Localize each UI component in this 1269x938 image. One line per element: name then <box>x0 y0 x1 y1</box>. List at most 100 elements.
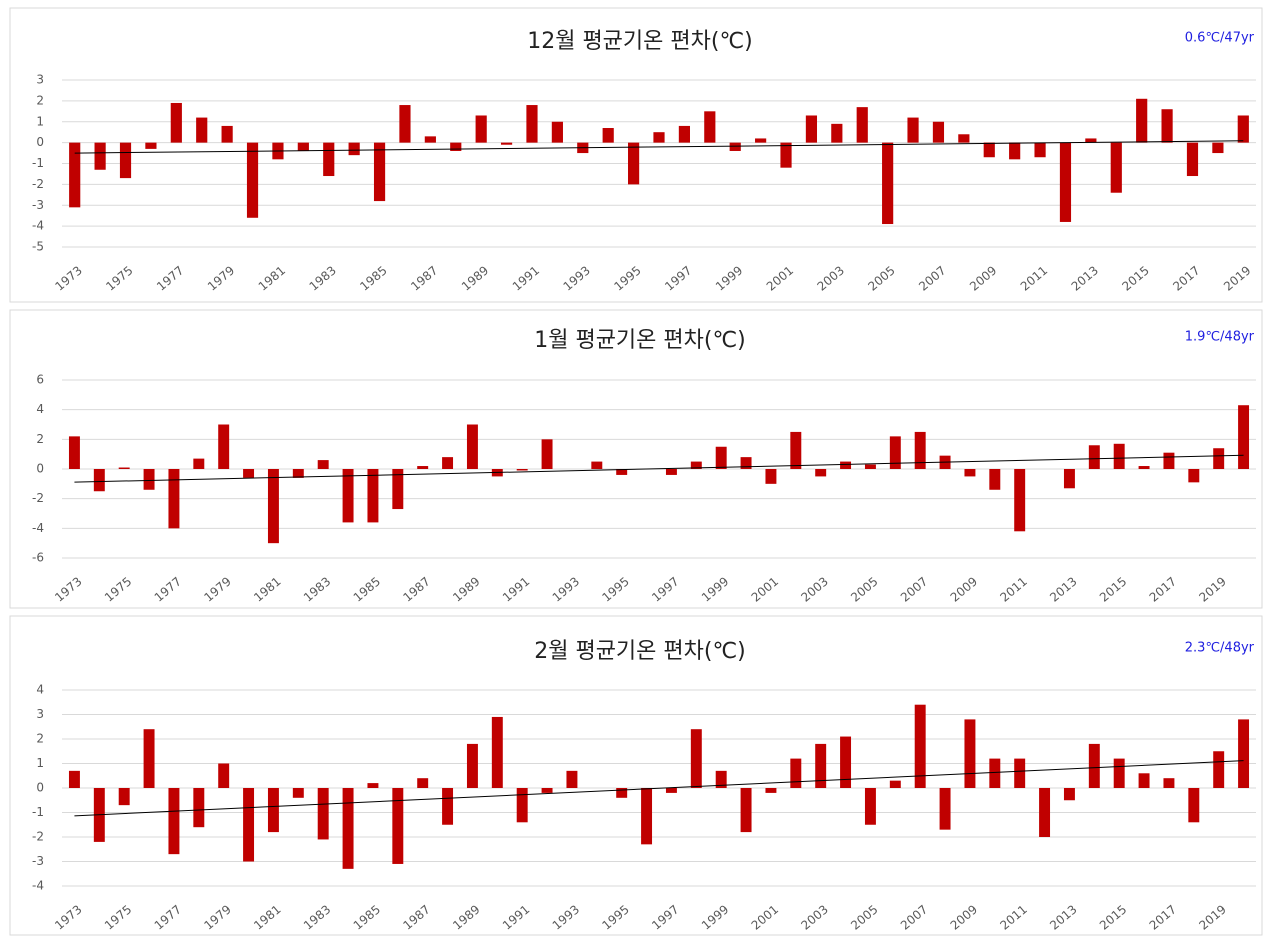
bar <box>1014 469 1026 532</box>
bar <box>1063 788 1075 801</box>
bar <box>1213 751 1225 788</box>
bar <box>765 469 777 484</box>
bar <box>1163 452 1175 469</box>
bar <box>889 436 901 469</box>
bar <box>1238 405 1250 469</box>
bar <box>143 469 155 490</box>
bar <box>628 142 640 185</box>
bar <box>690 461 702 469</box>
y-tick-label: -1 <box>32 156 44 170</box>
bar <box>218 424 230 469</box>
trend-line <box>74 140 1244 154</box>
y-tick-label: 0 <box>36 781 44 795</box>
bar <box>373 142 386 202</box>
y-tick-label: 0 <box>36 462 44 476</box>
y-tick-label: 1 <box>36 756 44 770</box>
bar <box>93 469 105 492</box>
bar <box>840 736 852 788</box>
bar <box>907 117 919 143</box>
bar <box>516 788 528 823</box>
bar <box>1188 469 1200 483</box>
bar <box>417 778 429 788</box>
bar <box>964 469 976 477</box>
y-tick-label: -4 <box>32 219 44 233</box>
bar <box>729 142 741 151</box>
bar <box>246 142 259 218</box>
bar <box>790 431 802 469</box>
bar <box>740 788 752 833</box>
bar <box>740 457 752 469</box>
bar <box>1212 142 1224 154</box>
bar <box>1113 443 1125 469</box>
bar <box>932 121 945 143</box>
bar <box>1110 142 1122 193</box>
bar <box>856 107 868 143</box>
bar <box>815 469 827 477</box>
y-tick-label: -1 <box>32 805 44 819</box>
bar <box>805 115 818 143</box>
bar <box>292 788 304 798</box>
bar <box>1238 719 1250 788</box>
bar <box>417 466 429 469</box>
bar <box>392 469 404 510</box>
bar <box>1014 758 1026 788</box>
bar <box>118 788 130 806</box>
bar <box>914 431 926 469</box>
y-tick-label: -5 <box>32 240 44 254</box>
bar <box>678 125 690 143</box>
bar <box>450 142 462 151</box>
bar <box>566 770 578 788</box>
bar <box>889 780 901 788</box>
bar <box>1063 469 1075 489</box>
bar <box>989 758 1001 788</box>
annotation: 1.9℃/48yr <box>1185 330 1255 345</box>
bar <box>864 788 876 825</box>
bar <box>715 446 727 469</box>
bar <box>704 111 716 143</box>
bar <box>323 142 335 177</box>
bar <box>780 142 792 168</box>
bar <box>392 788 404 864</box>
bar <box>367 469 379 523</box>
bar <box>367 783 379 788</box>
bar <box>1138 466 1150 469</box>
bar <box>292 469 304 478</box>
bar <box>516 469 528 471</box>
bar <box>218 763 230 788</box>
bar <box>840 461 852 469</box>
bar <box>342 788 354 869</box>
bar <box>68 770 80 788</box>
y-tick-label: 0 <box>36 135 44 149</box>
bar <box>1113 758 1125 788</box>
bar <box>616 788 628 798</box>
bar <box>665 788 677 793</box>
bar <box>196 117 208 143</box>
bar <box>1034 142 1046 158</box>
y-tick-label: -2 <box>32 491 44 505</box>
bar <box>1088 445 1100 469</box>
y-tick-label: 3 <box>36 707 44 721</box>
bar <box>989 469 1001 490</box>
bar <box>145 142 157 149</box>
bar <box>500 142 513 145</box>
bar <box>243 788 255 862</box>
bar <box>1213 448 1225 469</box>
bar <box>267 788 279 833</box>
bar <box>665 469 677 475</box>
bar <box>690 729 702 788</box>
y-tick-label: 4 <box>36 402 44 416</box>
bar <box>168 469 180 529</box>
bar <box>243 469 255 478</box>
bar <box>715 770 727 788</box>
bar <box>641 788 653 845</box>
y-tick-label: -4 <box>32 521 44 535</box>
bar <box>267 469 279 544</box>
bar <box>815 743 827 788</box>
bar <box>424 136 436 143</box>
trend-line <box>74 454 1244 483</box>
annotation: 2.3℃/48yr <box>1185 641 1255 656</box>
bar <box>342 469 354 523</box>
bar <box>475 115 487 143</box>
y-tick-label: -4 <box>32 879 44 893</box>
y-tick-label: -2 <box>32 177 44 191</box>
